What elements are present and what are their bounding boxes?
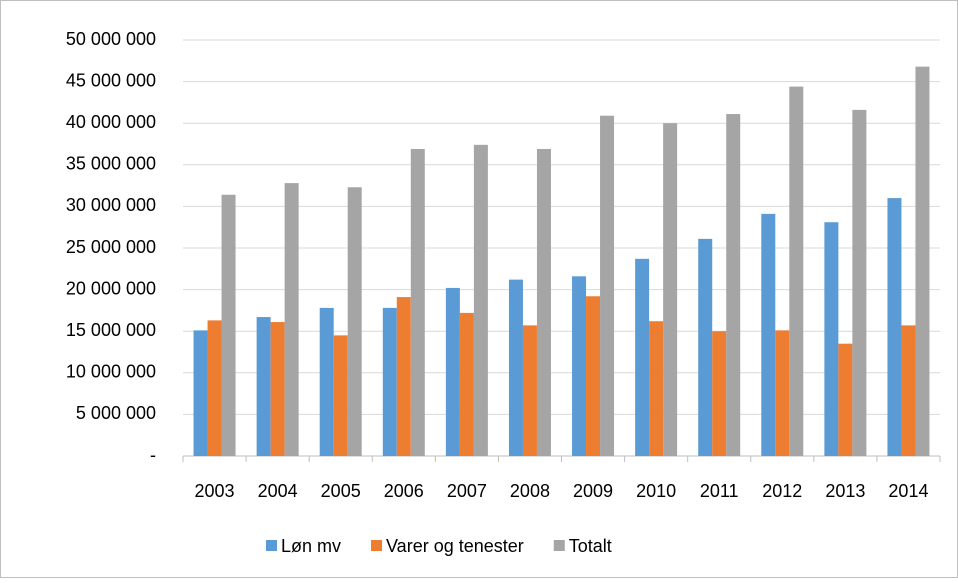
- bar: [333, 335, 348, 456]
- legend-label: Totalt: [569, 536, 612, 556]
- y-tick-label: 50 000 000: [66, 29, 156, 49]
- x-tick-label: 2003: [195, 481, 235, 501]
- bar: [193, 330, 208, 456]
- bar: [459, 312, 474, 456]
- bar: [887, 198, 902, 456]
- x-tick-label: 2007: [447, 481, 487, 501]
- bar: [852, 109, 867, 456]
- bar: [221, 194, 236, 456]
- bar: [522, 325, 537, 456]
- bar: [586, 296, 601, 456]
- bar: [445, 287, 460, 456]
- bar: [508, 279, 523, 456]
- x-tick-label: 2010: [636, 481, 676, 501]
- bar: [824, 222, 839, 456]
- legend-label: Varer og tenester: [386, 536, 524, 556]
- bar: [663, 123, 678, 456]
- bar: [838, 343, 853, 456]
- bar: [572, 276, 587, 456]
- bar: [712, 331, 727, 456]
- bar: [635, 258, 650, 456]
- x-tick-label: 2011: [700, 481, 739, 501]
- y-tick-label: 30 000 000: [66, 195, 156, 215]
- bar: [789, 86, 804, 456]
- x-tick-label: 2013: [825, 481, 865, 501]
- x-tick-label: 2005: [321, 481, 361, 501]
- bar: [600, 115, 615, 456]
- bar: [270, 322, 285, 456]
- y-tick-label: -: [150, 445, 156, 465]
- x-tick-label: 2012: [762, 481, 802, 501]
- bar: [698, 238, 713, 456]
- x-tick-label: 2008: [510, 481, 550, 501]
- y-tick-label: 20 000 000: [66, 278, 156, 298]
- bar: [256, 317, 271, 456]
- bar: [347, 187, 362, 456]
- bar: [649, 321, 664, 456]
- bar: [319, 307, 334, 456]
- bar: [536, 148, 551, 456]
- bar: [761, 213, 776, 456]
- y-tick-label: 25 000 000: [66, 237, 156, 257]
- y-tick-label: 5 000 000: [76, 403, 156, 423]
- x-tick-label: 2006: [384, 481, 424, 501]
- bar: [396, 297, 411, 456]
- bar: [410, 148, 425, 456]
- x-tick-label: 2014: [888, 481, 928, 501]
- legend-swatch: [371, 540, 383, 551]
- bar: [284, 183, 299, 456]
- bar: [382, 307, 397, 456]
- y-tick-label: 10 000 000: [66, 362, 156, 382]
- bar: [901, 325, 916, 456]
- y-tick-label: 40 000 000: [66, 112, 156, 132]
- bar: [207, 320, 222, 456]
- legend-swatch: [553, 540, 565, 551]
- x-tick-label: 2004: [258, 481, 298, 501]
- legend-label: Løn mv: [281, 536, 341, 556]
- y-tick-label: 45 000 000: [66, 70, 156, 90]
- bar: [726, 114, 741, 456]
- bar: [915, 66, 930, 457]
- y-tick-label: 15 000 000: [66, 320, 156, 340]
- legend-swatch: [266, 540, 277, 551]
- bar: [775, 330, 790, 456]
- bar: [473, 144, 488, 456]
- y-tick-label: 35 000 000: [66, 154, 156, 174]
- x-tick-label: 2009: [573, 481, 613, 501]
